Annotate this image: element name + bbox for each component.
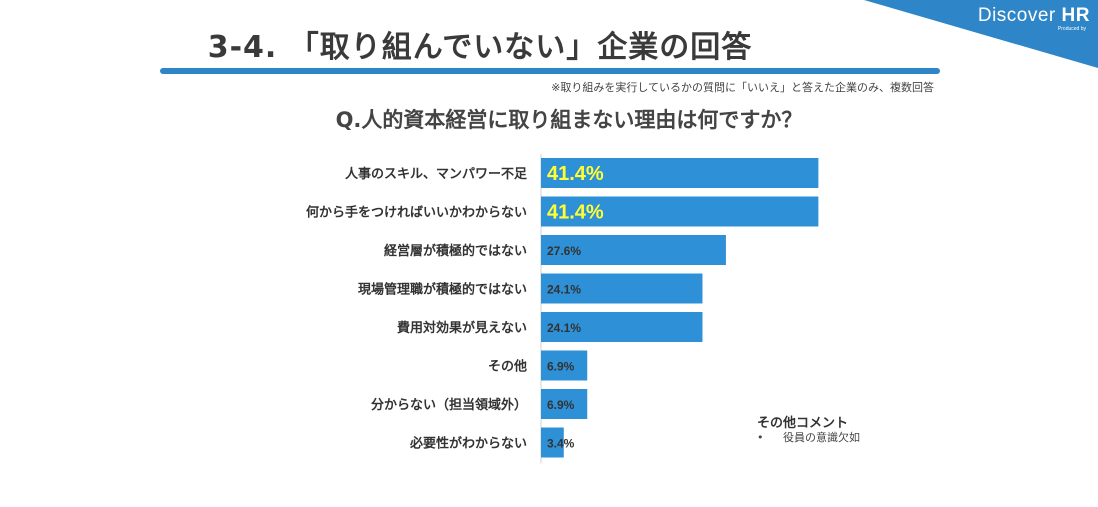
category-label: 経営層が積極的ではない (384, 243, 527, 259)
bar (541, 196, 819, 227)
corner-banner (864, 0, 1098, 68)
comment-text: 役員の意識欠如 (783, 431, 860, 444)
bar (541, 350, 588, 381)
other-comments-title: その他コメント (757, 416, 849, 431)
data-label: 6.9% (547, 398, 575, 412)
data-label: 41.4% (547, 163, 604, 185)
data-label: 24.1% (547, 321, 581, 335)
brand-logo: Discover HR Produced by (978, 6, 1090, 32)
bar (541, 158, 819, 188)
brand-produced-by: Produced by (1057, 26, 1086, 32)
brand-name: Discover (977, 5, 1062, 26)
category-label: 何から手をつければいいかわからない (306, 205, 527, 221)
category-label: 現場管理職が積極的ではない (358, 282, 527, 298)
data-label: 27.6% (547, 244, 581, 258)
category-label: 分からない（担当領域外） (371, 397, 527, 413)
bar (541, 312, 703, 342)
title-underline (160, 68, 940, 74)
brand-name-bold: HR (1061, 5, 1090, 26)
other-comment-item: • 役員の意識欠如 (757, 429, 860, 445)
data-label: 24.1% (547, 283, 581, 297)
survey-note: ※取り組みを実行しているかの質問に「いいえ」と答えた企業のみ、複数回答 (551, 81, 934, 94)
data-label: 41.4% (547, 202, 604, 224)
category-label: 必要性がわからない (409, 436, 527, 452)
category-label: 費用対効果が見えない (397, 320, 527, 336)
chart-question: Q.人的資本経営に取り組まない理由は何ですか？ (335, 108, 803, 132)
data-label: 3.4% (547, 437, 575, 451)
bar (541, 273, 703, 304)
page-title: 3-4. 「取り組んでいない」企業の回答 (207, 30, 753, 65)
bar (541, 427, 564, 458)
bar (541, 235, 726, 265)
category-label: その他 (488, 359, 527, 375)
bar (541, 389, 588, 419)
comment-bullet: • (757, 431, 764, 444)
data-label: 6.9% (547, 360, 575, 374)
category-label: 人事のスキル、マンパワー不足 (345, 166, 528, 182)
